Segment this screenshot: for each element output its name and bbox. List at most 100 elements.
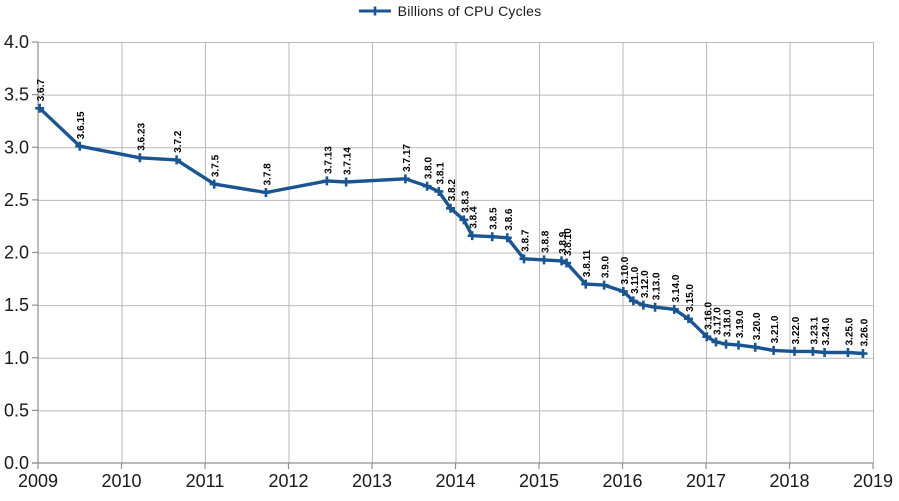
- data-point-marker: [711, 337, 721, 347]
- axes: [32, 41, 874, 469]
- data-point-marker: [599, 280, 609, 290]
- data-point-marker: [750, 342, 760, 352]
- data-point-marker: [650, 302, 660, 312]
- data-labels: 3.6.7 3.6.15 3.6.23 3.7.2 3.7.5 3.7.8 3.7.13 3.…: [36, 79, 870, 347]
- data-point-label: 3.15.0: [685, 284, 696, 312]
- data-point-label: 3.12.0: [640, 270, 651, 298]
- data-point-marker: [445, 203, 455, 213]
- data-point-label: 3.11.0: [630, 266, 641, 294]
- legend-label: Billions of CPU Cycles: [397, 3, 542, 19]
- data-point-label: 3.7.8: [262, 163, 273, 186]
- data-point-label: 3.7.2: [173, 130, 184, 153]
- x-tick-label: 2019: [853, 471, 893, 491]
- data-point-label: 3.8.5: [489, 207, 500, 230]
- y-tick-label: 0.0: [4, 453, 29, 473]
- y-tick-label: 3.0: [4, 137, 29, 157]
- y-tick-label: 2.0: [4, 243, 29, 263]
- data-point-marker: [502, 233, 512, 243]
- data-point-marker: [434, 186, 444, 196]
- x-tick-label: 2016: [602, 471, 642, 491]
- data-point-marker: [581, 279, 591, 289]
- data-point-marker: [209, 179, 219, 189]
- data-point-label: 3.23.1: [809, 316, 820, 344]
- data-point-label: 3.7.13: [323, 146, 334, 174]
- data-point-label: 3.6.7: [36, 79, 47, 102]
- data-point-marker: [135, 153, 145, 163]
- data-point-label: 3.18.0: [723, 309, 734, 337]
- data-point-marker: [618, 286, 628, 296]
- legend-line-marker-icon: [358, 6, 391, 16]
- data-point-marker: [75, 141, 85, 151]
- data-point-marker: [261, 188, 271, 198]
- data-point-marker: [519, 254, 529, 264]
- data-point-label: 3.7.17: [402, 144, 413, 172]
- data-point-marker: [669, 304, 679, 314]
- y-tick-label: 2.5: [4, 190, 29, 210]
- data-point-label: 3.16.0: [703, 301, 714, 329]
- y-tick-label: 3.5: [4, 85, 29, 105]
- data-point-marker: [820, 347, 830, 357]
- data-point-marker: [35, 103, 45, 113]
- data-point-marker: [322, 176, 332, 186]
- x-tick-label: 2012: [268, 471, 308, 491]
- data-point-marker: [341, 177, 351, 187]
- data-point-label: 3.13.0: [652, 272, 663, 300]
- y-tick-label: 0.5: [4, 400, 29, 420]
- x-tick-label: 2010: [101, 471, 141, 491]
- x-tick-label: 2018: [769, 471, 809, 491]
- y-tick-label: 1.5: [4, 295, 29, 315]
- tick-labels: 0.0 0.5 1.0 1.5 2.0 2.5 3.0 3.5 4.0 2009 2010 2011 2…: [4, 32, 893, 491]
- data-point-label: 3.8.1: [435, 162, 446, 185]
- y-tick-label: 4.0: [4, 32, 29, 52]
- legend: Billions of CPU Cycles: [0, 3, 899, 19]
- x-tick-label: 2011: [186, 471, 225, 491]
- data-point-marker: [734, 340, 744, 350]
- data-point-marker: [467, 231, 477, 241]
- data-point-label: 3.8.2: [447, 179, 458, 202]
- data-point-label: 3.8.0: [424, 157, 435, 180]
- x-tick-label: 2015: [519, 471, 559, 491]
- data-point-marker: [683, 314, 693, 324]
- x-tick-label: 2017: [686, 471, 726, 491]
- data-point-label: 3.8.3: [460, 190, 471, 213]
- data-point-marker: [539, 255, 549, 265]
- data-point-label: 3.8.7: [520, 229, 531, 252]
- data-point-label: 3.6.23: [136, 123, 147, 151]
- data-point-label: 3.17.0: [713, 307, 724, 335]
- data-point-marker: [808, 346, 818, 356]
- data-point-label: 3.9.0: [601, 255, 612, 278]
- data-point-label: 3.20.0: [752, 312, 763, 340]
- data-point-marker: [858, 349, 868, 359]
- data-point-label: 3.25.0: [844, 317, 855, 345]
- data-point-label: 3.8.11: [582, 249, 593, 277]
- data-point-marker: [790, 346, 800, 356]
- data-point-label: 3.8.9: [558, 231, 569, 254]
- data-point-label: 3.8.8: [541, 230, 552, 253]
- data-point-label: 3.8.6: [504, 208, 515, 231]
- data-point-label: 3.8.10: [563, 228, 574, 256]
- data-point-marker: [400, 174, 410, 184]
- data-point-label: 3.8.4: [469, 206, 480, 229]
- data-point-label: 3.7.14: [343, 147, 354, 175]
- data-point-label: 3.24.0: [821, 317, 832, 345]
- data-point-marker: [172, 155, 182, 165]
- data-point-label: 3.19.0: [735, 310, 746, 338]
- data-point-marker: [702, 332, 712, 342]
- data-point-label: 3.6.15: [76, 111, 87, 139]
- gridlines: [38, 42, 874, 463]
- data-point-label: 3.10.0: [620, 256, 631, 284]
- data-point-label: 3.21.0: [770, 315, 781, 343]
- data-point-label: 3.7.5: [211, 154, 222, 177]
- data-point-marker: [843, 347, 853, 357]
- data-point-label: 3.14.0: [671, 274, 682, 302]
- data-point-marker: [769, 345, 779, 355]
- data-point-marker: [487, 232, 497, 242]
- y-tick-label: 1.0: [4, 348, 29, 368]
- data-point-marker: [422, 181, 432, 191]
- series-markers: [35, 103, 868, 359]
- data-point-label: 3.22.0: [791, 316, 802, 344]
- data-point-marker: [562, 258, 572, 268]
- x-tick-label: 2009: [18, 471, 58, 491]
